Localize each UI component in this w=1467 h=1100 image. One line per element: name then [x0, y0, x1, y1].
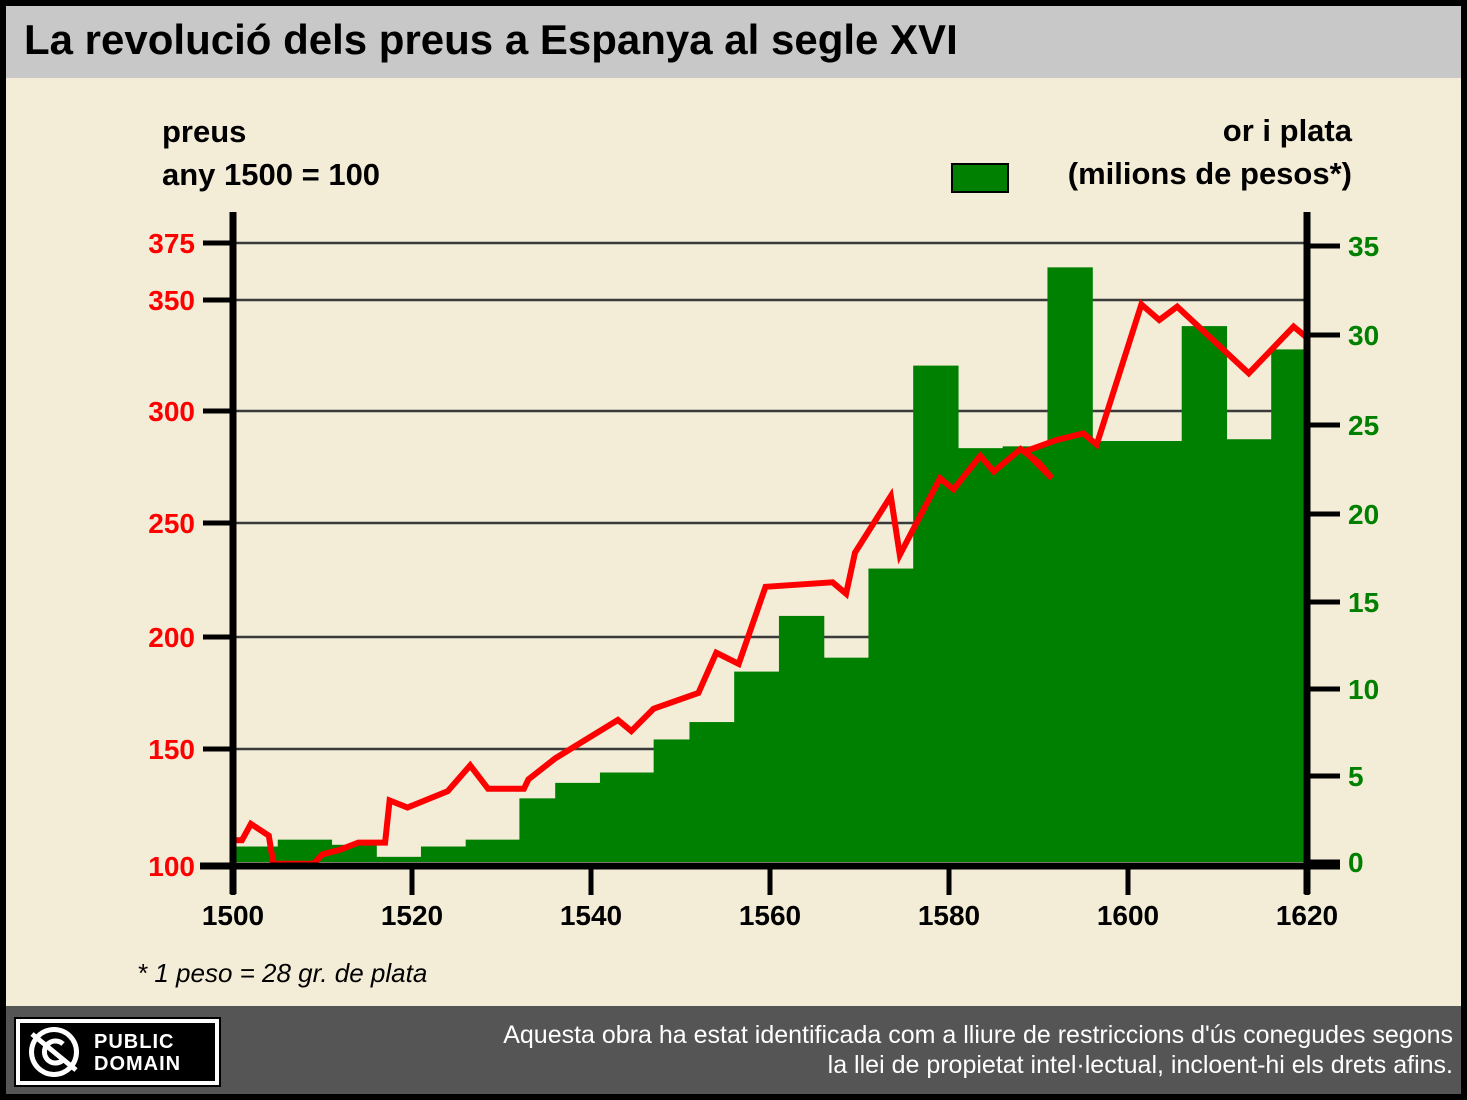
- left-tick-label: 100: [148, 851, 195, 882]
- silver-bar: [1002, 446, 1049, 862]
- left-tick-label: 350: [148, 285, 195, 316]
- right-tick-label: 5: [1348, 761, 1364, 792]
- x-tick-label: 1520: [381, 900, 443, 931]
- x-tick-label: 1580: [918, 900, 980, 931]
- x-tick-label: 1500: [202, 900, 264, 931]
- silver-bar: [1271, 349, 1308, 862]
- right-tick-label: 0: [1348, 847, 1364, 878]
- silver-bar: [1226, 439, 1272, 862]
- price-line: [233, 299, 1309, 867]
- silver-bar: [1092, 441, 1138, 862]
- left-axis-title: preus: [162, 114, 247, 149]
- left-axis-subtitle: any 1500 = 100: [162, 157, 381, 192]
- left-tick-label: 200: [148, 622, 195, 653]
- right-tick-label: 15: [1348, 587, 1379, 618]
- right-tick-label: 25: [1348, 410, 1379, 441]
- legend-swatch-silver: [951, 163, 1009, 193]
- silver-bar: [1047, 267, 1093, 862]
- badge-inner: PUBLIC DOMAIN: [20, 1023, 215, 1081]
- silver-bar: [913, 365, 959, 862]
- silver-bar: [555, 782, 601, 862]
- footnote: * 1 peso = 28 gr. de plata: [137, 958, 428, 988]
- badge-text-line1: PUBLIC: [94, 1031, 175, 1053]
- badge-text-line2: DOMAIN: [94, 1053, 182, 1075]
- silver-bar: [233, 846, 279, 862]
- public-domain-badge[interactable]: PUBLIC DOMAIN: [14, 1017, 221, 1087]
- silver-bar: [823, 657, 870, 862]
- silver-bar: [519, 798, 556, 862]
- x-tick-label: 1600: [1097, 900, 1159, 931]
- right-tick-label: 10: [1348, 674, 1379, 705]
- right-tick-label: 35: [1348, 231, 1379, 262]
- x-tick-label: 1560: [739, 900, 801, 931]
- public-domain-icon: [29, 1027, 79, 1077]
- x-tick-label: 1540: [560, 900, 622, 931]
- silver-bar: [599, 772, 655, 862]
- x-tick-label: 1620: [1276, 900, 1338, 931]
- silver-bar: [734, 671, 780, 862]
- title-bar: La revolució dels preus a Espanya al seg…: [6, 6, 1461, 78]
- license-text-line1: Aquesta obra ha estat identificada com a…: [503, 1021, 1453, 1049]
- silver-bar: [420, 846, 467, 862]
- chart-title: La revolució dels preus a Espanya al seg…: [24, 16, 958, 63]
- right-axis-title: or i plata: [1222, 113, 1352, 148]
- silver-bar: [957, 448, 1004, 862]
- right-tick-label: 30: [1348, 320, 1379, 351]
- silver-bar: [689, 722, 735, 862]
- left-tick-label: 300: [148, 396, 195, 427]
- silver-bar: [1136, 441, 1183, 862]
- silver-bar: [778, 615, 825, 862]
- right-axis-subtitle: (milions de pesos*): [1067, 156, 1352, 191]
- right-tick-label: 20: [1348, 499, 1379, 530]
- license-text-line2: la llei de propietat intel·lectual, incl…: [827, 1051, 1453, 1079]
- silver-bar: [653, 739, 691, 862]
- left-tick-label: 250: [148, 508, 195, 539]
- silver-bar: [465, 839, 520, 862]
- silver-bar: [277, 839, 333, 862]
- left-tick-label: 150: [148, 734, 195, 765]
- silver-bar: [376, 856, 422, 862]
- silver-bar: [1181, 326, 1228, 863]
- footer-bar: [6, 1006, 1461, 1094]
- left-tick-label: 375: [148, 228, 195, 259]
- silver-bar: [868, 568, 914, 862]
